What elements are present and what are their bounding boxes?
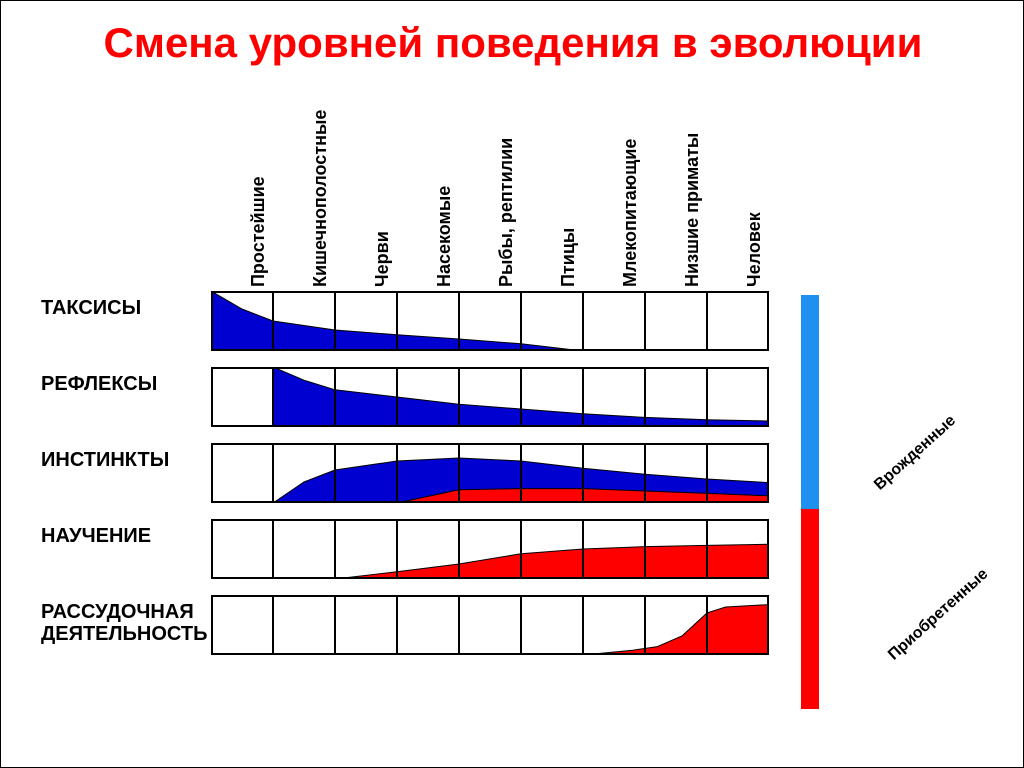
row-chart bbox=[211, 519, 769, 579]
column-label: Рыбы, рептилии bbox=[496, 138, 517, 287]
legend-bar-red bbox=[801, 509, 819, 709]
page: Смена уровней поведения в эволюции Прост… bbox=[0, 0, 1024, 768]
area-fill bbox=[335, 544, 769, 579]
column-label: Млекопитающие bbox=[620, 139, 641, 287]
row-label: ТАКСИСЫ bbox=[41, 297, 141, 319]
column-label: Простейшие bbox=[248, 176, 269, 287]
row-chart bbox=[211, 291, 769, 351]
area-fill bbox=[583, 605, 769, 655]
row-label: ИНСТИНКТЫ bbox=[41, 449, 169, 471]
legend-label-blue: Врожденные bbox=[871, 412, 960, 494]
row-chart bbox=[211, 443, 769, 503]
row-label: РАССУДОЧНАЯ ДЕЯТЕЛЬНОСТЬ bbox=[41, 601, 207, 645]
column-label: Насекомые bbox=[434, 186, 455, 287]
legend-label-red: Приобретенные bbox=[885, 565, 992, 664]
row-chart bbox=[211, 595, 769, 655]
column-label: Низшие приматы bbox=[682, 133, 703, 287]
column-label: Человек bbox=[744, 212, 765, 287]
column-label: Кишечнополостные bbox=[310, 110, 331, 287]
column-label: Птицы bbox=[558, 228, 579, 287]
column-label: Черви bbox=[372, 231, 393, 287]
row-label: НАУЧЕНИЕ bbox=[41, 525, 151, 547]
legend-bar-blue bbox=[801, 295, 819, 511]
page-title: Смена уровней поведения в эволюции bbox=[1, 19, 1024, 67]
row-chart bbox=[211, 367, 769, 427]
row-label: РЕФЛЕКСЫ bbox=[41, 373, 157, 395]
evolution-chart: Простейшие Кишечнополостные Черви Насекомые… bbox=[41, 91, 981, 731]
